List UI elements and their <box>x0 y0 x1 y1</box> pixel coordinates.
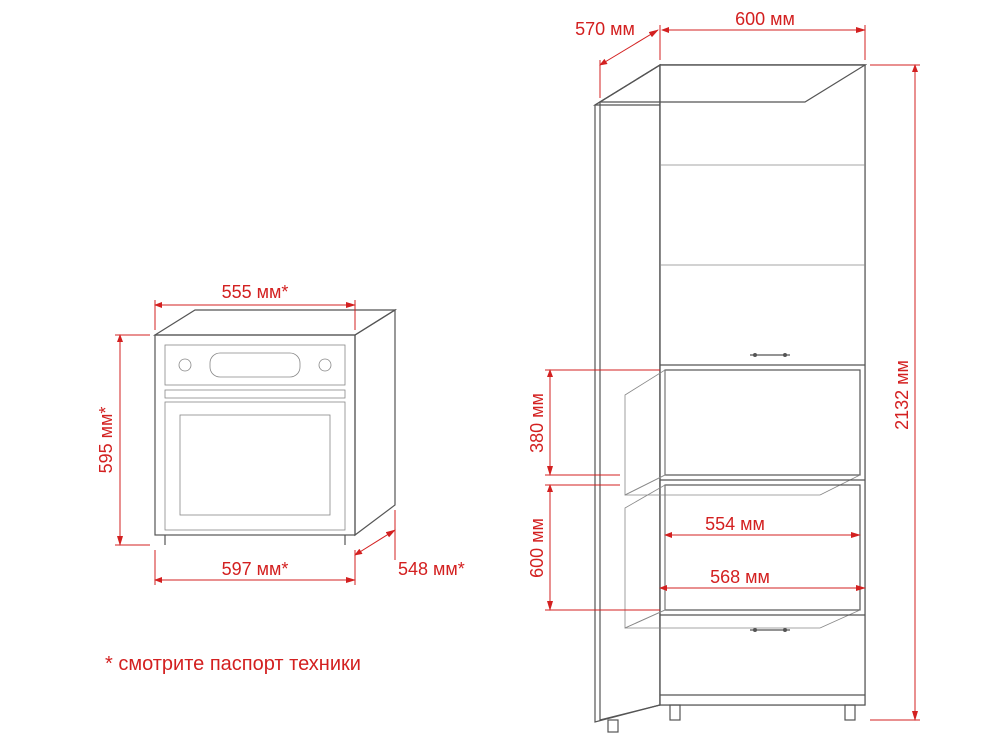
footnote-text: * смотрите паспорт техники <box>105 653 361 675</box>
technical-drawing: 555 мм* 595 мм* 597 мм* 548 мм* <box>0 0 1000 750</box>
niche-outer-w: 568 мм <box>710 567 770 587</box>
oven-depth: 548 мм* <box>398 559 465 579</box>
cabinet-depth: 570 мм <box>575 19 635 39</box>
cabinet-drawing: 570 мм 600 мм 2132 мм 380 мм 600 мм 554 … <box>527 9 920 732</box>
oven-height: 595 мм* <box>96 407 116 474</box>
cabinet-width: 600 мм <box>735 9 795 29</box>
oven-drawing: 555 мм* 595 мм* 597 мм* 548 мм* <box>96 282 465 585</box>
niche1-height: 380 мм <box>527 393 547 453</box>
oven-width-bottom: 597 мм* <box>222 559 289 579</box>
niche-inner-w: 554 мм <box>705 514 765 534</box>
cabinet-height: 2132 мм <box>892 360 912 430</box>
niche2-height: 600 мм <box>527 518 547 578</box>
oven-width-top: 555 мм* <box>222 282 289 302</box>
